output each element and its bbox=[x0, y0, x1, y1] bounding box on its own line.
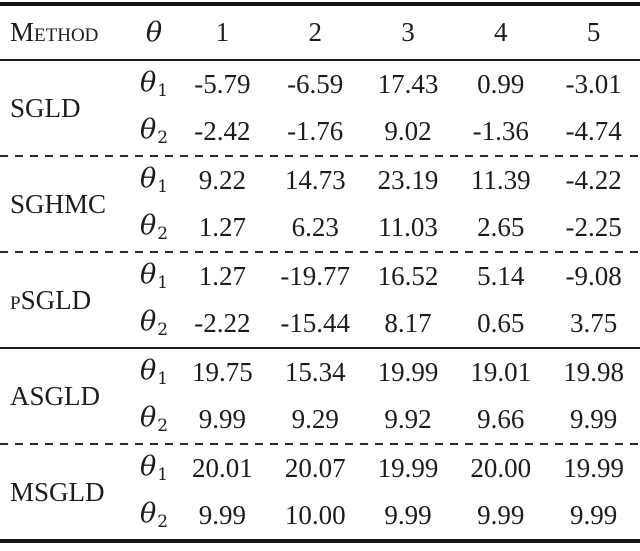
value-cell: 17.43 bbox=[377, 69, 439, 99]
value-cell: -4.74 bbox=[565, 116, 622, 146]
header-col-1: 1 bbox=[215, 17, 230, 47]
value-cell: 20.00 bbox=[470, 453, 532, 483]
method-label: pSGLD bbox=[10, 284, 92, 315]
value-cell: 14.73 bbox=[284, 165, 346, 195]
top-rule bbox=[0, 2, 640, 6]
header-col-4: 4 bbox=[494, 17, 508, 47]
dashed-separator bbox=[0, 155, 640, 157]
value-cell: -9.08 bbox=[565, 261, 622, 291]
value-cell: -4.22 bbox=[565, 165, 622, 195]
param-label: θ1 bbox=[139, 163, 169, 197]
value-cell: -3.01 bbox=[565, 69, 622, 99]
value-cell: 16.52 bbox=[377, 261, 439, 291]
param-label: θ2 bbox=[139, 498, 169, 532]
value-cell: 15.34 bbox=[284, 357, 346, 387]
value-cell: 20.07 bbox=[284, 453, 346, 483]
header-theta-label: θ bbox=[145, 17, 163, 48]
value-cell: 11.03 bbox=[378, 212, 438, 242]
value-cell: 9.92 bbox=[384, 404, 432, 434]
value-cell: 20.01 bbox=[192, 453, 253, 483]
value-cell: 1.27 bbox=[198, 212, 247, 242]
value-cell: 1.27 bbox=[198, 261, 247, 291]
dashed-separator bbox=[0, 443, 640, 445]
value-cell: 6.23 bbox=[291, 212, 339, 242]
header-col-5: 5 bbox=[586, 17, 601, 47]
value-cell: 19.99 bbox=[377, 453, 439, 483]
value-cell: 10.00 bbox=[284, 500, 346, 530]
value-cell: 9.02 bbox=[384, 116, 432, 146]
value-cell: 3.75 bbox=[569, 308, 618, 338]
value-cell: 0.99 bbox=[477, 69, 525, 99]
param-label: θ1 bbox=[139, 355, 169, 389]
value-cell: 2.65 bbox=[477, 212, 525, 242]
header-col-2: 2 bbox=[308, 17, 322, 47]
dashed-separator bbox=[0, 251, 640, 253]
value-cell: 9.99 bbox=[569, 404, 618, 434]
value-cell: 9.66 bbox=[477, 404, 525, 434]
method-block-sgld: SGLD θ1 -5.79 -6.59 17.43 0.99 -3.01 θ2 … bbox=[0, 61, 640, 155]
method-block-psgld: pSGLD θ1 1.27 -19.77 16.52 5.14 -9.08 θ2… bbox=[0, 253, 640, 347]
solid-separator bbox=[0, 347, 640, 349]
method-label: SGHMC bbox=[10, 188, 107, 219]
value-cell: 23.19 bbox=[377, 165, 439, 195]
bottom-rule bbox=[0, 539, 640, 543]
value-cell: -6.59 bbox=[287, 69, 344, 99]
value-cell: -2.22 bbox=[194, 308, 251, 338]
method-label: MSGLD bbox=[10, 476, 105, 507]
value-cell: -19.77 bbox=[280, 261, 351, 291]
value-cell: -1.76 bbox=[287, 116, 344, 146]
value-cell: 19.99 bbox=[377, 357, 439, 387]
value-cell: -5.79 bbox=[194, 69, 251, 99]
value-cell: 11.39 bbox=[470, 165, 531, 195]
value-cell: -15.44 bbox=[280, 308, 351, 338]
value-cell: -2.42 bbox=[194, 116, 251, 146]
value-cell: -1.36 bbox=[472, 116, 529, 146]
param-label: θ1 bbox=[139, 259, 169, 293]
table-header-row: Method θ 1 2 3 4 5 bbox=[0, 6, 640, 59]
param-label: θ1 bbox=[139, 451, 169, 485]
value-cell: 5.14 bbox=[477, 261, 525, 291]
value-cell: 19.01 bbox=[470, 357, 532, 387]
param-label: θ2 bbox=[139, 114, 169, 148]
value-cell: 9.99 bbox=[477, 500, 525, 530]
header-method-label: Method bbox=[10, 17, 99, 47]
value-cell: 0.65 bbox=[477, 308, 525, 338]
value-cell: 9.99 bbox=[198, 404, 247, 434]
method-label: SGLD bbox=[10, 92, 81, 123]
method-block-msgld: MSGLD θ1 20.01 20.07 19.99 20.00 19.99 θ… bbox=[0, 445, 640, 539]
value-cell: -2.25 bbox=[565, 212, 622, 242]
method-block-asgld: ASGLD θ1 19.75 15.34 19.99 19.01 19.98 θ… bbox=[0, 349, 640, 443]
value-cell: 9.99 bbox=[569, 500, 618, 530]
method-block-sghmc: SGHMC θ1 9.22 14.73 23.19 11.39 -4.22 θ2… bbox=[0, 157, 640, 251]
param-label: θ2 bbox=[139, 210, 169, 244]
value-cell: 19.75 bbox=[192, 357, 253, 387]
value-cell: 8.17 bbox=[384, 308, 432, 338]
value-cell: 9.29 bbox=[291, 404, 339, 434]
method-label: ASGLD bbox=[10, 380, 101, 411]
value-cell: 9.99 bbox=[384, 500, 432, 530]
param-label: θ2 bbox=[139, 402, 169, 436]
value-cell: 19.98 bbox=[563, 357, 624, 387]
header-col-3: 3 bbox=[401, 17, 415, 47]
param-label: θ2 bbox=[139, 306, 169, 340]
value-cell: 9.99 bbox=[198, 500, 247, 530]
value-cell: 9.22 bbox=[198, 165, 247, 195]
param-label: θ1 bbox=[139, 67, 169, 101]
header-rule bbox=[0, 59, 640, 61]
value-cell: 19.99 bbox=[563, 453, 624, 483]
